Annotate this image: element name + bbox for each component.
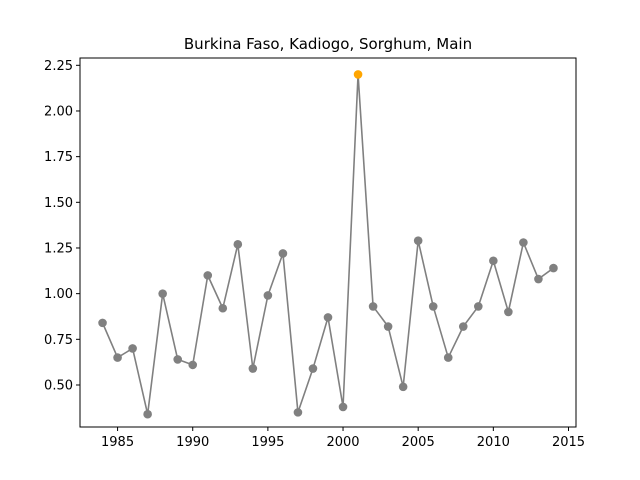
y-tick-label: 2.25 [44,59,73,74]
y-tick-label: 0.75 [44,333,73,348]
data-point [98,318,107,328]
data-point [489,256,498,266]
y-tick-label: 0.50 [44,378,73,393]
data-point [113,353,122,362]
y-tick-label: 1.25 [44,241,73,256]
data-point [218,303,228,313]
data-point [413,236,423,245]
data-point [368,302,378,311]
data-point [203,271,213,280]
x-tick-label: 1990 [176,435,209,450]
data-point [549,263,558,273]
data-point [278,249,288,258]
y-tick-label: 1.50 [44,196,73,211]
data-point [173,355,182,364]
data-point [383,322,393,331]
y-tick-label: 1.75 [44,150,73,165]
data-point [143,409,152,419]
data-point [398,382,408,392]
data-point [504,307,513,317]
plot-area: 1985 1990 1995 2000 2005 2010 2015 0.50 0.75 1.00… [44,59,585,450]
y-tick-label: 2.00 [44,104,73,119]
x-tick-label: 2010 [477,435,510,450]
chart-title: Burkina Faso, Kadiogo, Sorghum, Main [184,35,472,53]
data-point [248,364,258,373]
data-point [308,364,318,373]
data-point [519,238,528,247]
x-tick-label: 2015 [552,435,585,450]
x-tick-label: 2005 [402,435,435,450]
data-point [534,274,543,284]
data-point [188,360,198,370]
highlight-data-point [353,70,363,79]
data-point [458,322,468,331]
data-point [428,302,438,311]
plot-frame [79,57,577,428]
y-tick-label: 1.00 [44,287,73,302]
data-point [474,302,483,311]
data-point [263,291,273,300]
x-tick-label: 2000 [326,435,359,450]
x-tick-label: 1985 [101,435,134,450]
data-point [233,240,243,249]
x-tick-label: 1995 [251,435,284,450]
data-point [128,344,137,353]
data-point [338,402,348,412]
data-point [323,313,333,322]
data-point [443,353,453,362]
data-point [158,289,167,298]
data-point [293,408,303,417]
